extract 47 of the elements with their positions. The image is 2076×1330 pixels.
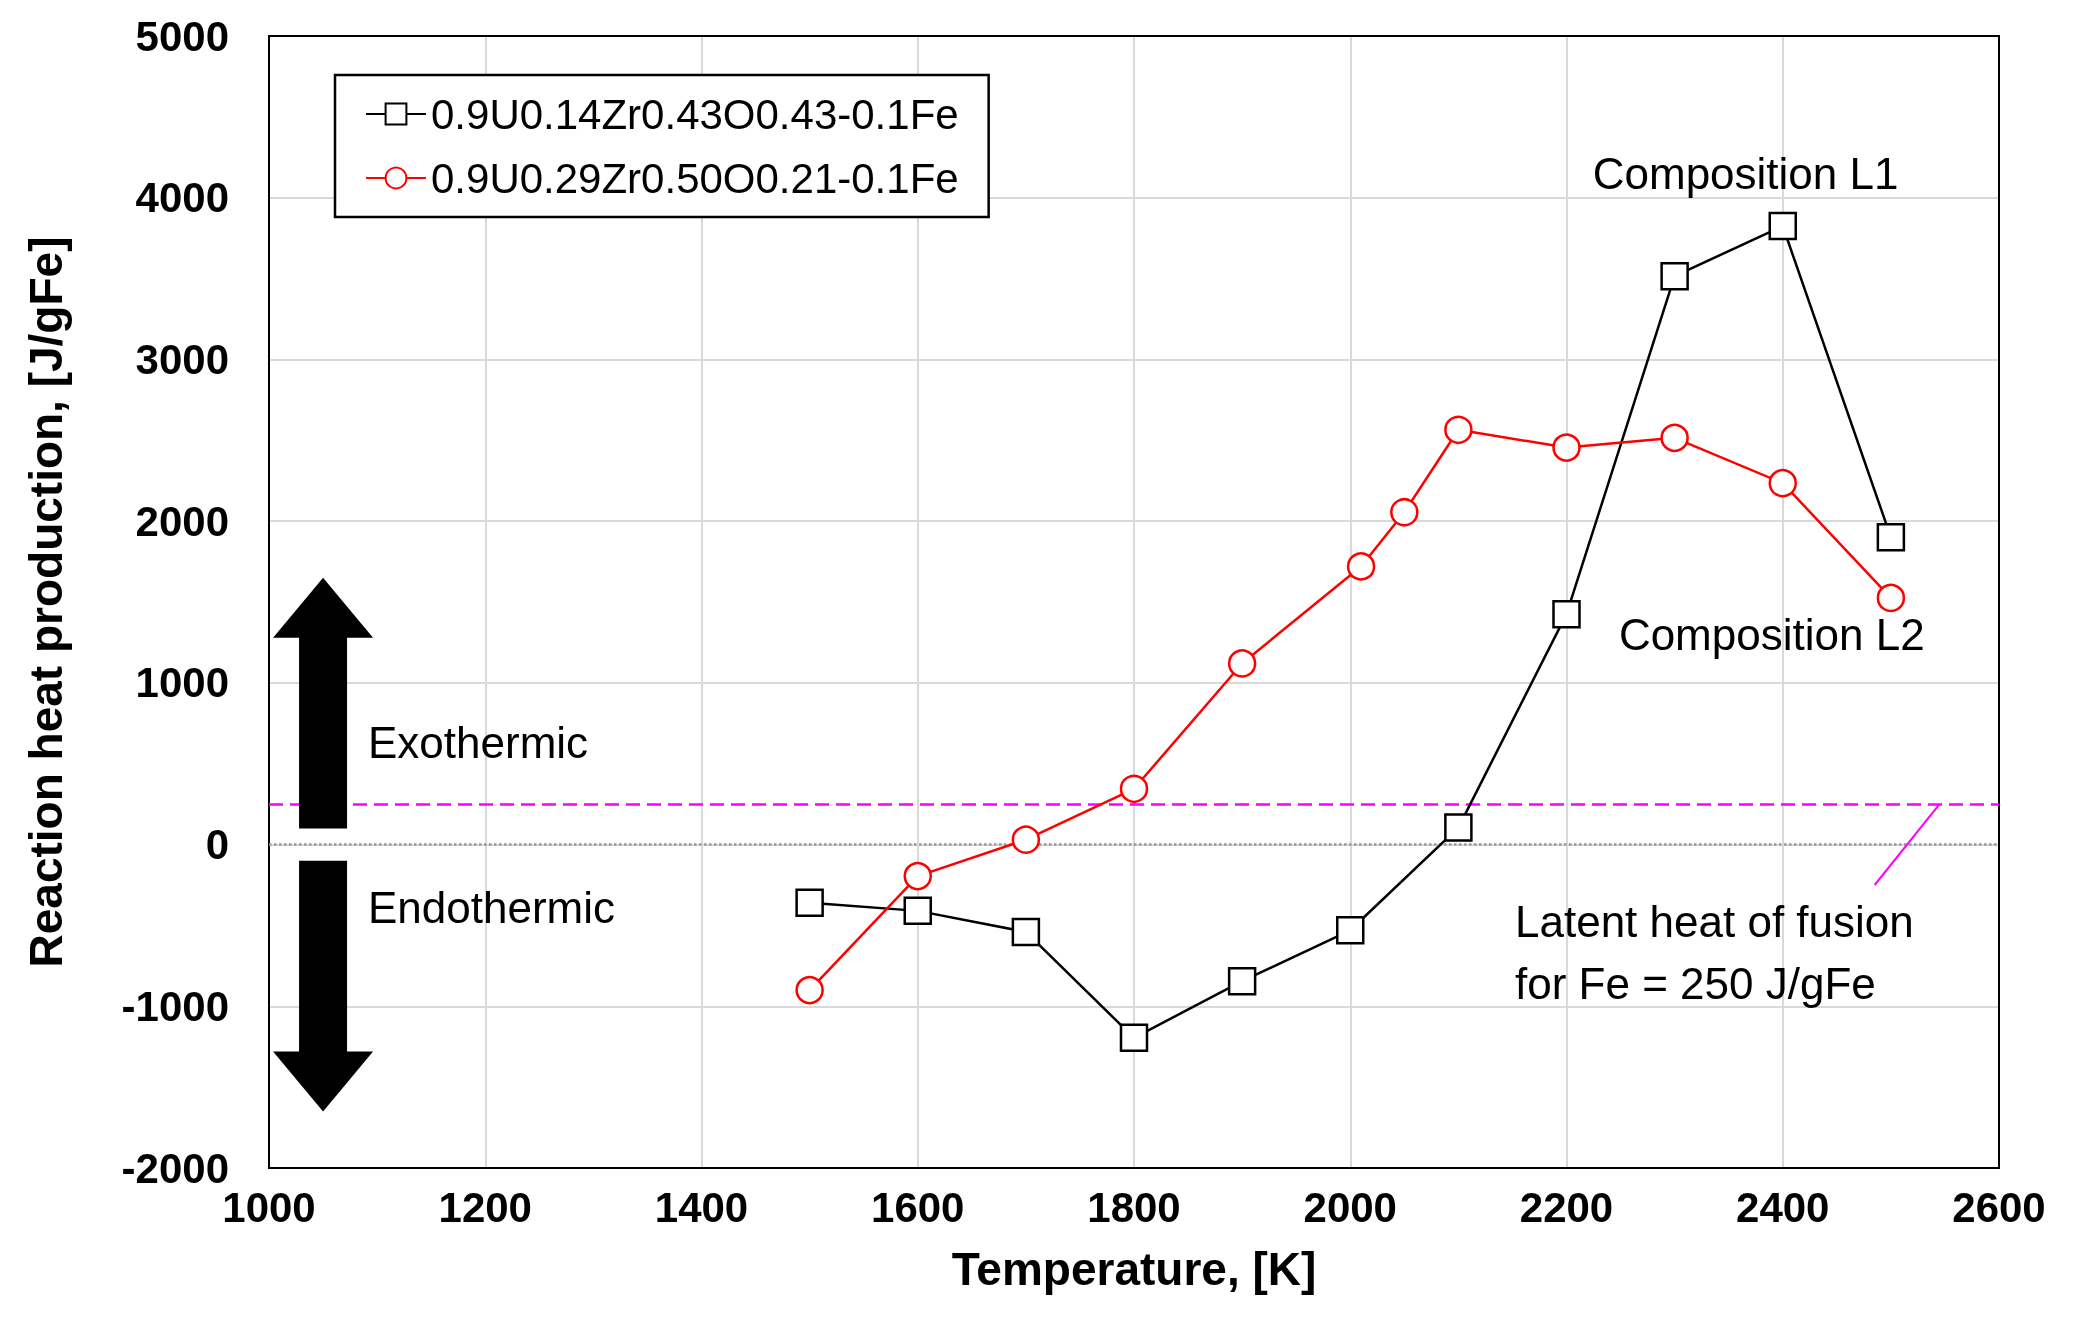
- y-tick-label: 5000: [135, 12, 229, 60]
- annotation: Exothermic: [368, 717, 589, 767]
- x-axis-title: Temperature, [K]: [951, 1243, 1317, 1295]
- point: [1119, 1023, 1149, 1053]
- point: [1552, 433, 1581, 462]
- y-tick-label: 0: [205, 821, 229, 869]
- point: [1119, 774, 1149, 804]
- point: [1444, 813, 1473, 842]
- point: [1876, 583, 1906, 613]
- legend-label: 0.9U0.29Zr0.50O0.21-0.1Fe: [431, 154, 959, 202]
- point: [1660, 423, 1689, 453]
- y-tick-label: 3000: [135, 335, 229, 383]
- point: [1346, 552, 1376, 581]
- y-tick-label: 2000: [135, 497, 229, 545]
- x-tick-label: 1800: [1087, 1183, 1181, 1231]
- point: [1444, 415, 1473, 445]
- point: [1390, 498, 1419, 527]
- y-axis-title: Reaction heat production, [J/gFe]: [20, 236, 72, 968]
- point: [1768, 468, 1797, 498]
- point: [1552, 599, 1581, 629]
- point: [1011, 917, 1041, 947]
- x-tick-label: 1600: [871, 1183, 965, 1231]
- x-tick-label: 1400: [654, 1183, 749, 1231]
- x-tick-label: 2400: [1736, 1183, 1830, 1231]
- x-tick-label: 2200: [1519, 1183, 1614, 1231]
- point: [1011, 825, 1041, 854]
- x-tick-label: 2600: [1952, 1183, 2046, 1231]
- y-tick-label: 1000: [135, 659, 229, 707]
- point: [1768, 211, 1797, 241]
- x-tick-label: 2000: [1303, 1183, 1397, 1231]
- point: [903, 861, 932, 891]
- point: [795, 975, 824, 1005]
- annotation: Composition L2: [1618, 610, 1925, 660]
- point: [1227, 649, 1257, 678]
- annotation: Composition L1: [1592, 148, 1899, 198]
- y-tick-label: -1000: [121, 982, 229, 1030]
- point: [1227, 966, 1257, 996]
- point: [1336, 916, 1365, 945]
- ref-line-label: Latent heat of fusion for Fe = 250 J/gFe: [1515, 896, 1926, 1008]
- point: [795, 888, 824, 918]
- point: [1876, 523, 1906, 552]
- y-tick-label: 4000: [135, 174, 229, 222]
- x-tick-label: 1200: [438, 1183, 532, 1231]
- annotation: Endothermic: [368, 882, 616, 932]
- point: [1660, 261, 1689, 291]
- point: [903, 896, 932, 926]
- legend-label: 0.9U0.14Zr0.43O0.43-0.1Fe: [431, 90, 959, 138]
